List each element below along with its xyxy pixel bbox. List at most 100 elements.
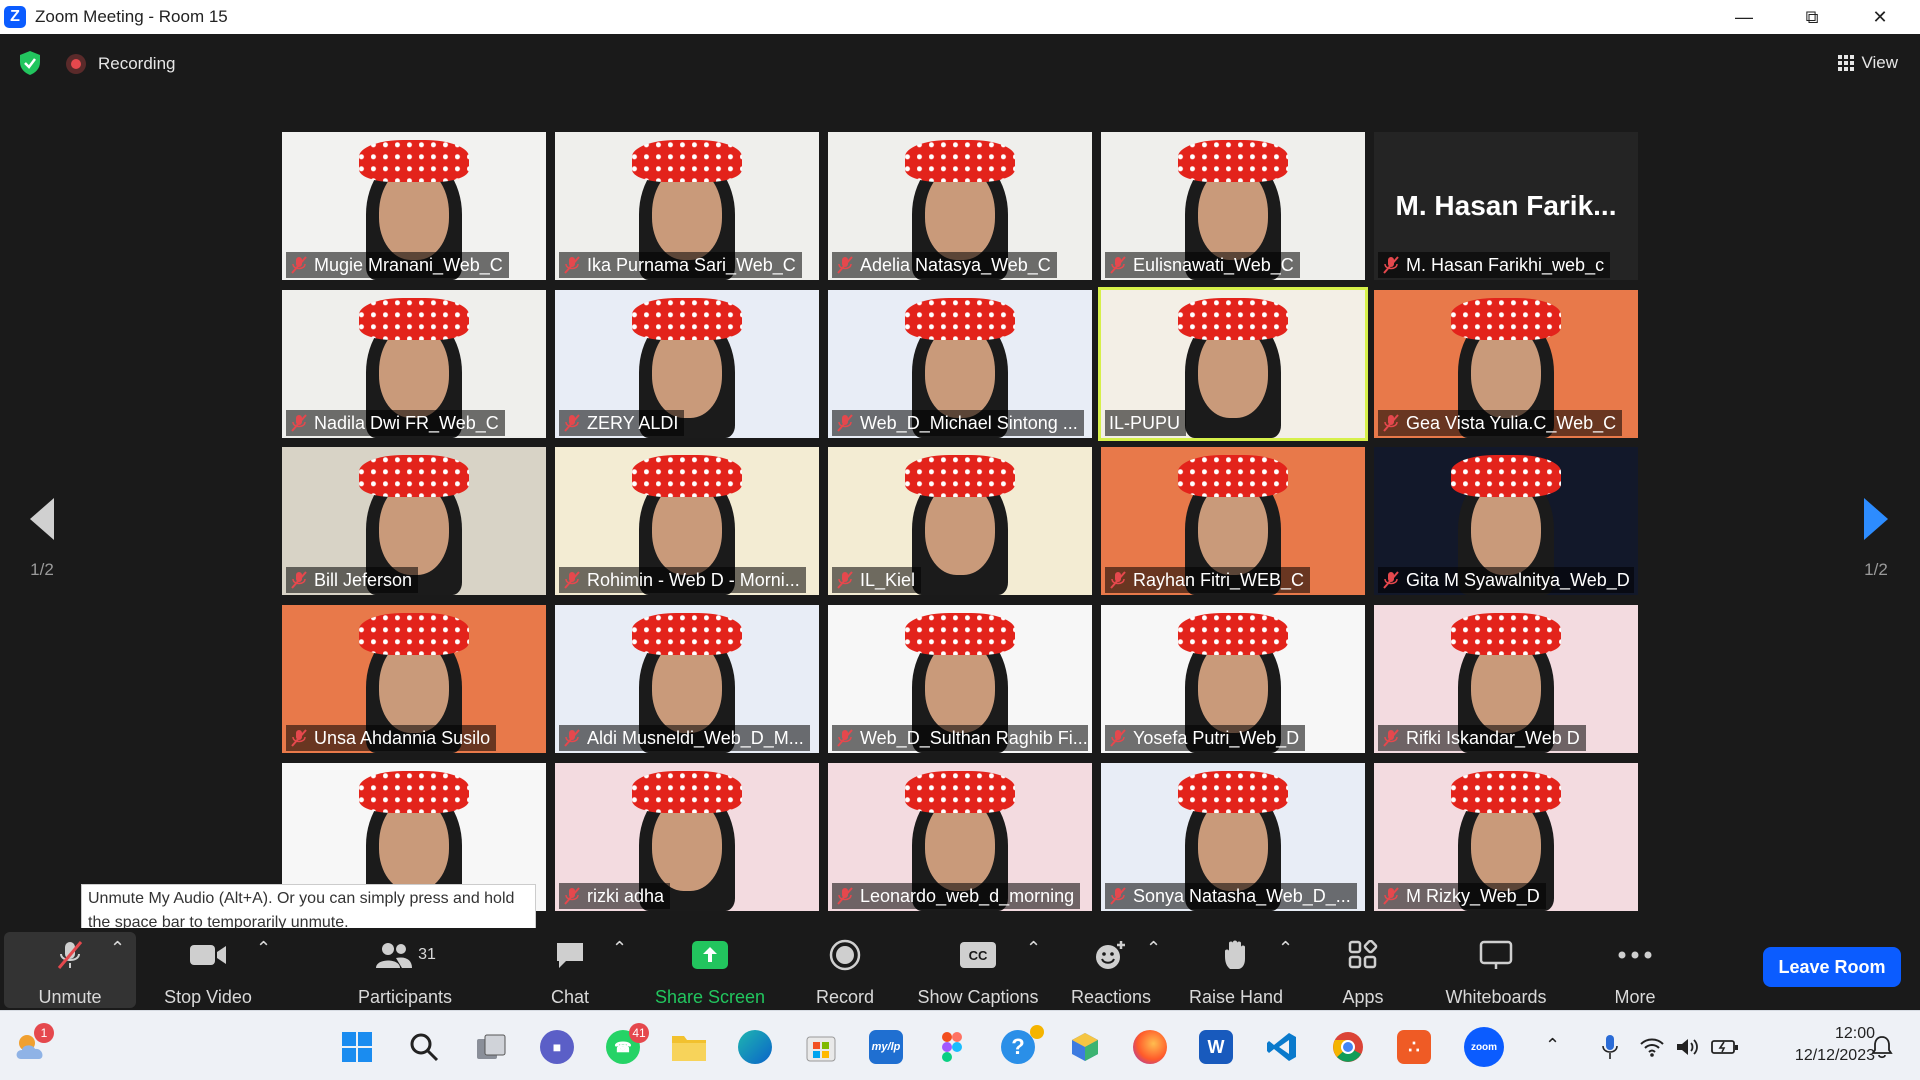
file-explorer-icon[interactable] — [669, 1027, 709, 1067]
participant-tile[interactable]: ZERY ALDI — [555, 290, 819, 438]
audio-options-caret[interactable]: ⌃ — [110, 938, 126, 958]
participant-tile[interactable]: Rayhan Fitri_WEB_C — [1101, 447, 1365, 595]
postman-like-app-icon[interactable]: ∴ — [1394, 1027, 1434, 1067]
show-hidden-icons-chevron[interactable]: ⌃ — [1545, 1035, 1561, 1055]
participant-name-tag: Web_D_Michael Sintong ... — [832, 410, 1084, 436]
zoom-taskbar-icon[interactable]: zoom — [1460, 1027, 1508, 1067]
weather-widget-icon[interactable]: 1 — [12, 1023, 54, 1067]
participant-tile[interactable]: Nadila Dwi FR_Web_C — [282, 290, 546, 438]
participant-tile[interactable]: Leonardo_web_d_morning — [828, 763, 1092, 911]
help-notification-dot — [1030, 1025, 1044, 1039]
video-options-caret[interactable]: ⌃ — [256, 938, 272, 958]
participant-tile[interactable]: Sonya Natasha_Web_D_... — [1101, 763, 1365, 911]
participant-tile[interactable]: rizki adha — [555, 763, 819, 911]
firefox-icon[interactable] — [1130, 1027, 1170, 1067]
captions-options-caret[interactable]: ⌃ — [1026, 938, 1042, 958]
cube-app-icon[interactable] — [1065, 1027, 1105, 1067]
participant-tile[interactable]: Ika Purnama Sari_Web_C — [555, 132, 819, 280]
participants-button[interactable]: 31 Participants — [350, 938, 460, 1008]
previous-page-button[interactable]: 1/2 — [12, 498, 72, 580]
encryption-shield-icon[interactable] — [18, 50, 42, 76]
more-dots-icon — [1618, 938, 1652, 972]
participant-tile[interactable]: IL_Kiel — [828, 447, 1092, 595]
participant-name-tag: Rifki Iskandar_Web D — [1378, 725, 1586, 751]
microphone-tray-icon[interactable] — [1590, 1027, 1630, 1067]
raise-hand-options-caret[interactable]: ⌃ — [1278, 938, 1294, 958]
participant-tile[interactable]: Eulisnawati_Web_C — [1101, 132, 1365, 280]
myhp-app-icon[interactable]: my/lp — [866, 1027, 906, 1067]
restore-icon[interactable]: ⧉ — [1805, 6, 1819, 27]
leave-room-button[interactable]: Leave Room — [1763, 947, 1901, 987]
recording-indicator[interactable]: Recording — [66, 54, 176, 74]
task-view-icon[interactable] — [471, 1027, 511, 1067]
wifi-icon[interactable] — [1632, 1027, 1672, 1067]
stop-video-button[interactable]: Stop Video — [155, 938, 261, 1008]
view-button[interactable]: View — [1838, 53, 1898, 73]
muted-mic-icon — [1383, 571, 1399, 589]
participant-name-tag: Mugie Mranani_Web_C — [286, 252, 509, 278]
whiteboards-button[interactable]: Whiteboards — [1440, 938, 1552, 1008]
participant-tile[interactable]: Web_D_Michael Sintong ... — [828, 290, 1092, 438]
share-screen-label: Share Screen — [654, 987, 766, 1007]
reactions-options-caret[interactable]: ⌃ — [1146, 938, 1162, 958]
system-clock[interactable]: 12:00 12/12/2023 — [1755, 1023, 1875, 1067]
chat-bubble-icon — [554, 938, 586, 972]
title-bar: Z Zoom Meeting - Room 15 — ⧉ ✕ — [0, 0, 1920, 34]
edge-browser-icon[interactable] — [735, 1027, 775, 1067]
participant-tile[interactable]: Rohimin - Web D - Morni... — [555, 447, 819, 595]
next-page-button[interactable]: 1/2 — [1846, 498, 1906, 580]
participant-tile[interactable]: Mugie Mranani_Web_C — [282, 132, 546, 280]
speaker-icon[interactable] — [1668, 1027, 1708, 1067]
show-captions-button[interactable]: CC Show Captions — [915, 938, 1041, 1008]
more-button[interactable]: More — [1610, 938, 1660, 1008]
apps-button[interactable]: Apps — [1338, 938, 1388, 1008]
chat-options-caret[interactable]: ⌃ — [612, 938, 628, 958]
whatsapp-icon[interactable]: ☎ 41 — [603, 1023, 649, 1067]
muted-mic-icon — [837, 729, 853, 747]
raise-hand-label: Raise Hand — [1188, 987, 1284, 1007]
participant-tile[interactable]: Adelia Natasya_Web_C — [828, 132, 1092, 280]
participant-name-tag: Rohimin - Web D - Morni... — [559, 567, 806, 593]
participant-tile[interactable]: Yosefa Putri_Web_D — [1101, 605, 1365, 753]
whiteboards-label: Whiteboards — [1445, 987, 1547, 1007]
red-bow-filter — [632, 298, 742, 340]
search-icon[interactable] — [404, 1027, 444, 1067]
share-screen-button[interactable]: Share Screen — [654, 938, 766, 1008]
word-icon[interactable]: W — [1196, 1027, 1236, 1067]
apps-label: Apps — [1342, 987, 1384, 1007]
chrome-icon[interactable] — [1328, 1027, 1368, 1067]
red-bow-filter — [359, 140, 469, 182]
participant-tile[interactable]: Gita M Syawalnitya_Web_D — [1374, 447, 1638, 595]
vscode-icon[interactable] — [1262, 1027, 1302, 1067]
participant-tile[interactable]: M. Hasan Farik... M. Hasan Farikhi_web_c — [1374, 132, 1638, 280]
red-bow-filter — [632, 455, 742, 497]
participant-tile[interactable]: Gea Vista Yulia.C_Web_C — [1374, 290, 1638, 438]
chat-button[interactable]: Chat — [545, 938, 595, 1008]
participant-tile[interactable]: Bill Jeferson — [282, 447, 546, 595]
participant-tile[interactable]: Unsa Ahdannia Susilo — [282, 605, 546, 753]
red-bow-filter — [1178, 298, 1288, 340]
teams-chat-icon[interactable]: ■ — [537, 1027, 577, 1067]
raised-hand-icon — [1222, 938, 1250, 972]
battery-charging-icon[interactable] — [1705, 1027, 1745, 1067]
microsoft-store-icon[interactable] — [801, 1027, 841, 1067]
participant-tile[interactable]: Aldi Musneldi_Web_D_M... — [555, 605, 819, 753]
unmute-button[interactable]: Unmute — [24, 938, 116, 1008]
close-icon[interactable]: ✕ — [1872, 6, 1888, 27]
red-bow-filter — [905, 298, 1015, 340]
participant-name-tag: M. Hasan Farikhi_web_c — [1378, 252, 1611, 278]
minimize-icon[interactable]: — — [1735, 6, 1753, 27]
raise-hand-button[interactable]: Raise Hand — [1188, 938, 1284, 1008]
help-icon[interactable]: ? — [998, 1025, 1044, 1067]
figma-icon[interactable] — [932, 1027, 972, 1067]
participant-tile[interactable]: M Rizky_Web_D — [1374, 763, 1638, 911]
notifications-icon[interactable] — [1862, 1027, 1902, 1067]
participant-tile[interactable]: Web_D_Sulthan Raghib Fi... — [828, 605, 1092, 753]
participant-tile[interactable]: Rifki Iskandar_Web D — [1374, 605, 1638, 753]
participant-tile[interactable]: IL-PUPU — [1098, 287, 1368, 441]
start-menu-icon[interactable] — [337, 1027, 377, 1067]
reactions-button[interactable]: Reactions — [1068, 938, 1154, 1008]
page-indicator-right: 1/2 — [1864, 560, 1888, 579]
red-bow-filter — [359, 771, 469, 813]
record-button[interactable]: Record — [810, 938, 880, 1008]
